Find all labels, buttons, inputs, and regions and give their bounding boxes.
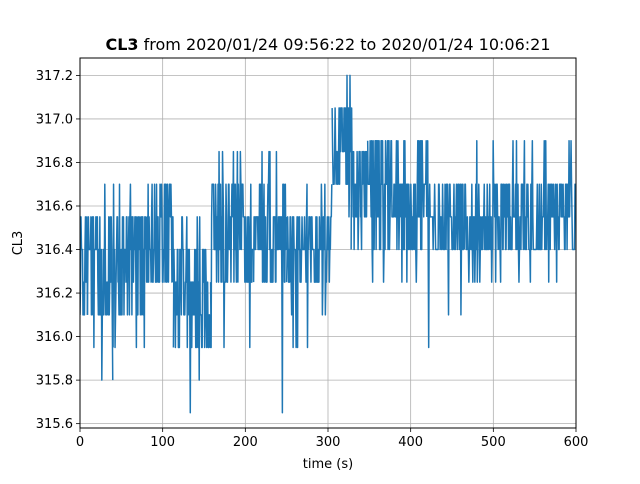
series-segment bbox=[112, 183, 147, 349]
x-tick-label: 200 bbox=[233, 435, 258, 450]
chart-title-rest: from 2020/01/24 09:56:22 to 2020/01/24 1… bbox=[139, 35, 551, 54]
x-axis: 0 100 200 300 400 500 600 bbox=[76, 428, 589, 450]
x-tick-label: 300 bbox=[316, 435, 341, 450]
chart-title-bold: CL3 bbox=[105, 35, 138, 54]
x-tick-label: 0 bbox=[76, 435, 84, 450]
y-tick-label: 316.6 bbox=[36, 200, 73, 215]
series-segment bbox=[80, 216, 89, 316]
y-axis: 315.6 315.8 316.0 316.2 316.4 316.6 316.8 317.0… bbox=[36, 69, 80, 432]
series-segment bbox=[172, 216, 212, 414]
x-tick-label: 600 bbox=[564, 435, 589, 450]
y-tick-label: 316.4 bbox=[36, 243, 73, 258]
y-tick-label: 315.6 bbox=[36, 417, 73, 432]
series-segment bbox=[350, 107, 369, 251]
series-segment bbox=[252, 150, 288, 414]
series-line bbox=[80, 74, 576, 414]
series-segment bbox=[331, 74, 352, 218]
x-tick-label: 500 bbox=[481, 435, 506, 450]
series-segment bbox=[209, 150, 254, 349]
x-tick-label: 400 bbox=[398, 435, 423, 450]
series-segment bbox=[145, 183, 175, 283]
x-axis-label: time (s) bbox=[303, 457, 353, 472]
y-tick-label: 317.2 bbox=[36, 69, 73, 84]
series-segment bbox=[285, 183, 333, 349]
y-tick-label: 316.8 bbox=[36, 156, 73, 171]
y-axis-label: CL3 bbox=[11, 231, 26, 256]
x-tick-label: 100 bbox=[150, 435, 175, 450]
y-tick-label: 315.8 bbox=[36, 374, 73, 389]
series-segment bbox=[463, 139, 576, 283]
series-segment bbox=[366, 139, 428, 283]
grid bbox=[79, 58, 577, 428]
series-segment bbox=[426, 139, 465, 349]
y-tick-label: 316.2 bbox=[36, 287, 73, 302]
y-tick-label: 316.0 bbox=[36, 330, 73, 345]
y-tick-label: 317.0 bbox=[36, 112, 73, 127]
series-segment bbox=[86, 183, 114, 381]
chart-title: CL3 from 2020/01/24 09:56:22 to 2020/01/… bbox=[105, 35, 550, 54]
